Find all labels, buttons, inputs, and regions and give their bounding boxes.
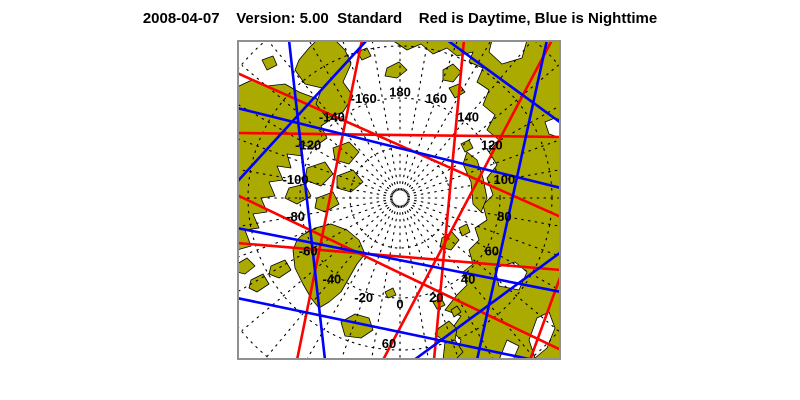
track-night xyxy=(412,250,561,360)
land-iceland xyxy=(340,313,374,339)
track-day xyxy=(237,71,561,219)
longitude-label: 140 xyxy=(457,109,479,124)
land-jan-mayen xyxy=(384,287,397,299)
longitude-label: -120 xyxy=(295,138,321,153)
meridian-line xyxy=(241,202,395,331)
land-novaya-zemlya xyxy=(462,151,488,213)
meridian-line xyxy=(305,204,397,360)
track-day xyxy=(237,131,561,139)
longitude-label: -160 xyxy=(351,91,377,106)
longitude-label: 160 xyxy=(425,91,447,106)
land-archipelago xyxy=(336,169,364,193)
meridian-line xyxy=(237,201,394,293)
track-night xyxy=(237,226,561,294)
track-day xyxy=(432,40,466,360)
longitude-label: 120 xyxy=(481,138,503,153)
meridian-line xyxy=(404,40,533,193)
land-island xyxy=(261,55,278,71)
longitude-label: -60 xyxy=(299,244,318,259)
meridian-line xyxy=(308,40,397,192)
meridian-line xyxy=(404,203,533,357)
track-night xyxy=(237,296,536,360)
longitude-label: 40 xyxy=(461,272,475,287)
meridian-line xyxy=(267,203,396,357)
longitude-label: 60 xyxy=(485,244,499,259)
track-night xyxy=(237,106,561,190)
longitude-label: -80 xyxy=(286,209,305,224)
track-night xyxy=(445,40,561,125)
tracks-layer xyxy=(237,40,561,360)
meridian-line xyxy=(403,40,492,192)
longitude-label: 80 xyxy=(497,209,511,224)
longitude-label: 180 xyxy=(389,85,411,100)
longitude-label: -20 xyxy=(354,290,373,305)
track-day xyxy=(237,193,561,352)
longitude-label: -40 xyxy=(323,272,342,287)
land-shetland xyxy=(450,305,462,318)
longitude-label: 20 xyxy=(429,290,443,305)
meridian-line xyxy=(403,204,495,360)
parallel-60 xyxy=(247,45,553,351)
land-island xyxy=(248,273,270,293)
parallel-70 xyxy=(299,97,501,299)
land-severnaya-zemlya xyxy=(448,83,466,99)
land-new-siberian-is xyxy=(384,61,408,79)
land-franz-josef xyxy=(460,139,474,153)
track-day xyxy=(381,40,554,360)
map-frame xyxy=(237,40,561,360)
chart-title: 2008-04-07 Version: 5.00 Standard Red is… xyxy=(142,10,658,27)
meridian-line xyxy=(405,65,559,194)
longitude-label: -140 xyxy=(319,109,345,124)
track-day xyxy=(237,241,561,272)
water-laptev-bay xyxy=(488,40,528,65)
longitude-label: 100 xyxy=(494,172,516,187)
longitude-label: 0 xyxy=(396,297,403,312)
meridian-line xyxy=(267,40,396,193)
land-island xyxy=(237,257,256,275)
latitude-label: 60 xyxy=(382,336,396,351)
track-night xyxy=(237,40,369,184)
meridian-line xyxy=(406,201,561,292)
meridian-line xyxy=(405,202,559,331)
track-day xyxy=(528,273,561,360)
longitude-label: -100 xyxy=(283,172,309,187)
land-chukotka xyxy=(294,40,354,119)
meridian-line xyxy=(406,104,561,195)
track-night xyxy=(287,40,327,360)
track-day xyxy=(295,40,364,360)
